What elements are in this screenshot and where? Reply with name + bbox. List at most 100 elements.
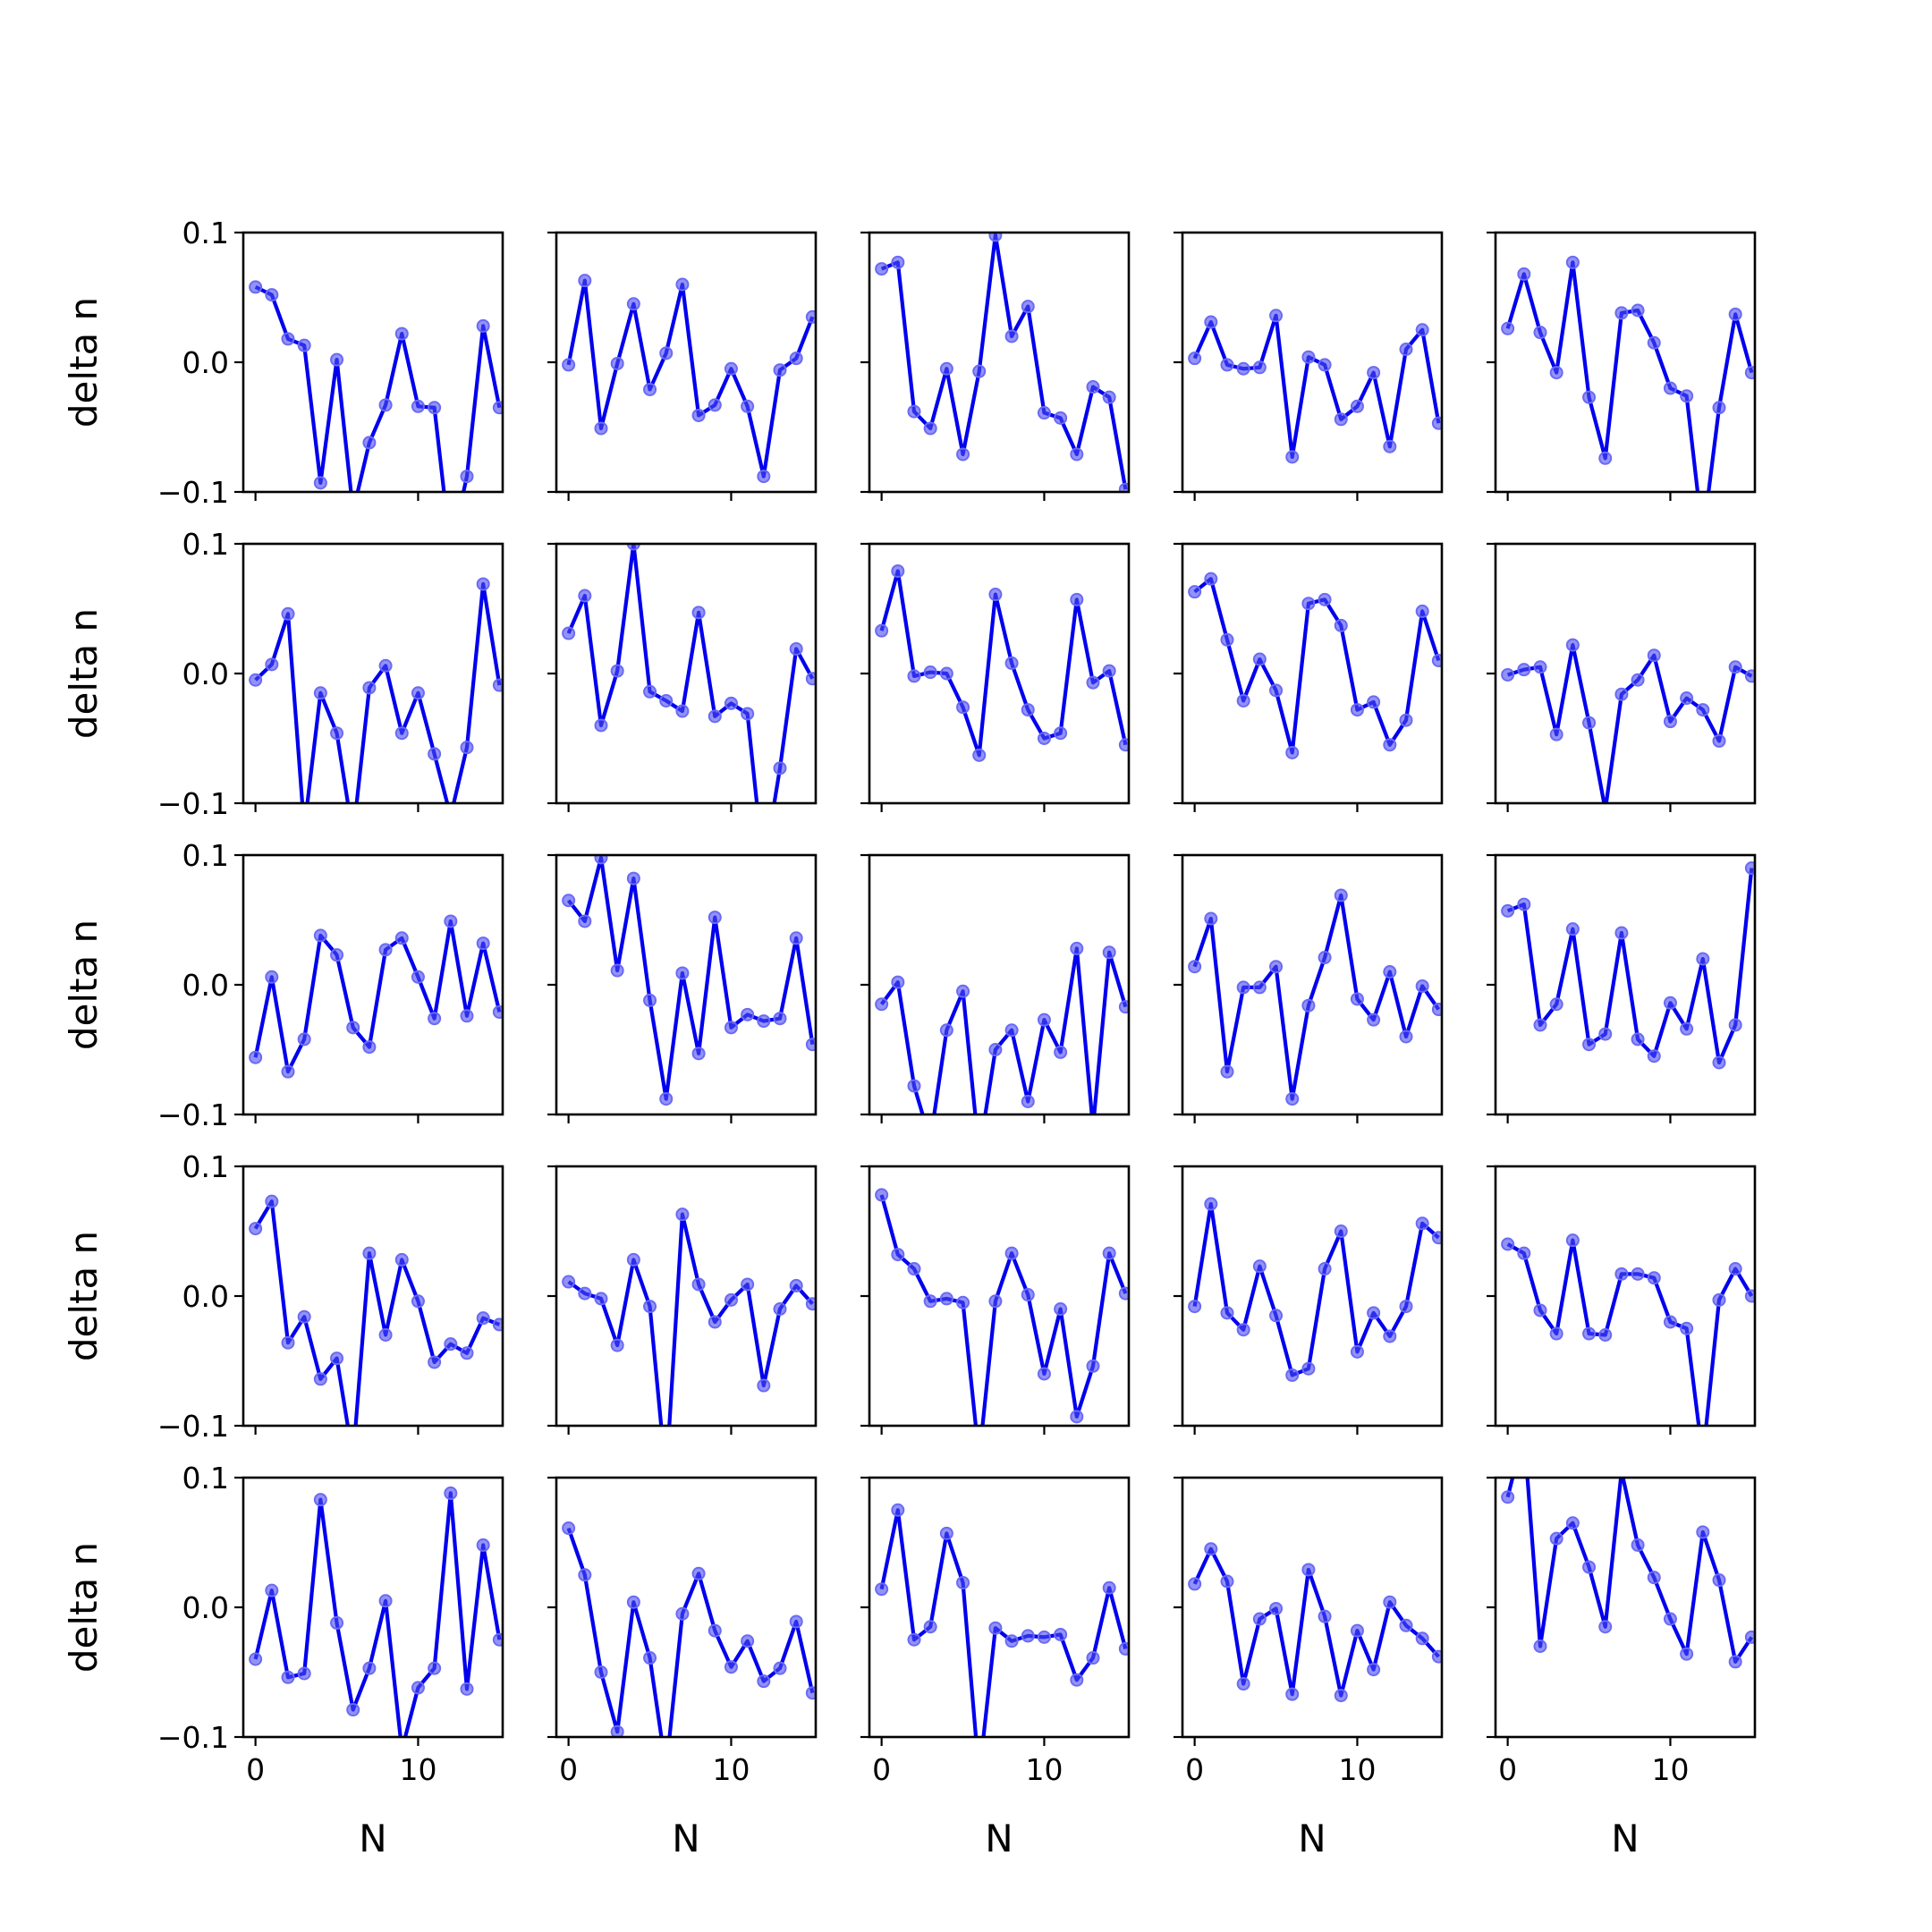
data-point [891, 1248, 905, 1262]
data-point [1680, 1021, 1694, 1036]
data-point [1598, 1620, 1613, 1634]
data-point [297, 1666, 311, 1681]
series-line [1506, 868, 1754, 1065]
data-point [1565, 1233, 1580, 1248]
data-point [1118, 1641, 1129, 1656]
y-axis-label: delta n [62, 608, 106, 739]
data-point [675, 704, 690, 718]
data-point [281, 1335, 295, 1350]
data-point [805, 309, 816, 324]
series-line [879, 1194, 1128, 1426]
data-point [1004, 329, 1019, 343]
data-point [1367, 1663, 1381, 1677]
data-point [610, 1338, 624, 1352]
plot-area [1188, 888, 1442, 1106]
series-line [1505, 1478, 1754, 1665]
data-point [1252, 652, 1267, 666]
data-point [476, 318, 490, 333]
x-axis-label: N [1611, 1817, 1639, 1860]
data-point [907, 1079, 921, 1093]
series-line [879, 569, 1128, 758]
data-point [1118, 1286, 1129, 1301]
y-axis-label: delta n [62, 1542, 106, 1673]
data-point [691, 408, 706, 422]
data-point [773, 1661, 787, 1675]
series-line [1507, 642, 1753, 803]
series-line [566, 278, 815, 479]
data-point [1663, 715, 1677, 729]
data-point [297, 1309, 311, 1324]
data-point [691, 1046, 706, 1061]
data-point [1598, 451, 1613, 465]
data-point [1252, 980, 1267, 995]
data-point [1533, 1640, 1547, 1653]
data-point [562, 358, 576, 372]
data-point [1565, 255, 1580, 269]
data-point [1431, 1649, 1442, 1664]
data-point [1582, 1560, 1597, 1574]
data-point [1070, 447, 1084, 462]
subplot-r5-c4: 0 10 N [1174, 1476, 1444, 1860]
data-point [578, 274, 592, 288]
series-line [253, 1199, 501, 1426]
data-point [492, 1318, 503, 1332]
data-point [445, 545, 456, 556]
data-point [805, 1297, 816, 1311]
data-point [444, 1486, 458, 1500]
series-line [1193, 577, 1441, 755]
data-point [773, 363, 787, 377]
data-point [1598, 1328, 1613, 1342]
data-point [460, 1009, 474, 1023]
subplot-r1-c3 [860, 231, 1131, 501]
data-point [773, 761, 787, 775]
data-point [1204, 572, 1218, 586]
data-point [1021, 703, 1035, 717]
data-point [939, 1526, 953, 1540]
series-line [879, 946, 1128, 1114]
data-point [891, 564, 905, 578]
series-line [253, 1491, 502, 1737]
plot-area [249, 577, 503, 803]
data-point [1680, 691, 1694, 706]
data-point [1680, 389, 1694, 403]
data-point [1220, 1574, 1234, 1589]
data-point [939, 1023, 953, 1038]
data-point [939, 1292, 953, 1306]
data-point [973, 1770, 985, 1782]
subplot-r5-c2: 0 10 N [547, 1476, 818, 1860]
data-point [1728, 307, 1742, 321]
data-point [1501, 1490, 1515, 1504]
data-point [891, 975, 905, 989]
data-point [1285, 745, 1300, 759]
data-point [249, 280, 263, 294]
data-point [1285, 1368, 1300, 1382]
data-point [476, 577, 490, 591]
data-point [675, 1606, 690, 1621]
data-point [1334, 412, 1348, 427]
data-point [1252, 360, 1267, 375]
data-point [1118, 1000, 1129, 1014]
y-tick-label: −0.1 [157, 1720, 229, 1755]
data-point [594, 718, 608, 733]
subplot-r3-c4 [1174, 853, 1444, 1123]
data-point [1431, 416, 1442, 430]
data-point [773, 1302, 787, 1316]
series-line [567, 1212, 814, 1426]
data-point [1744, 861, 1755, 875]
data-point [610, 356, 624, 370]
data-point [1350, 1344, 1364, 1359]
data-point [1204, 911, 1218, 926]
data-point [1350, 399, 1364, 413]
series-line [254, 285, 502, 492]
data-point [330, 726, 344, 741]
data-point [1350, 703, 1364, 717]
data-point [1647, 335, 1661, 350]
data-point [923, 1294, 937, 1309]
data-point [1431, 1231, 1442, 1245]
data-point [1399, 713, 1413, 727]
data-point [1647, 1049, 1661, 1063]
subplot-r4-c1: −0.1 0.0 0.1 delta n [62, 1149, 504, 1444]
data-point [362, 436, 377, 450]
data-point [444, 1337, 458, 1352]
data-point [249, 1050, 263, 1064]
